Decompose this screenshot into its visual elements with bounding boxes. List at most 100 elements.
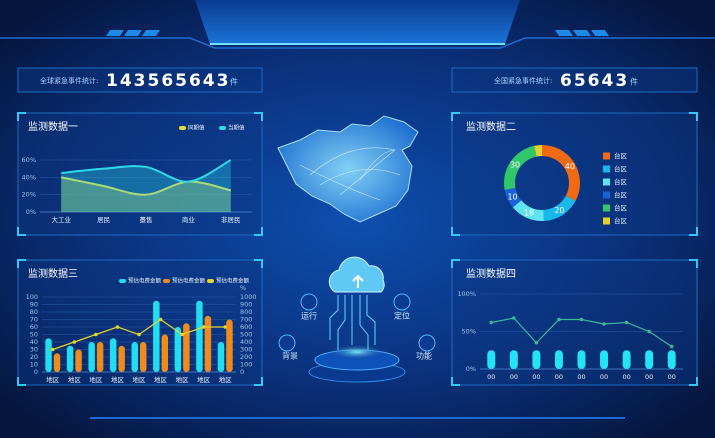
data-label: 30 xyxy=(510,160,520,169)
y-tick-label: 60 xyxy=(30,323,38,331)
bar xyxy=(140,342,147,372)
x-tick-label: 躉售 xyxy=(140,215,153,224)
x-tick-label: 00 xyxy=(622,373,630,381)
line-point xyxy=(180,332,184,337)
function-label: 功能 xyxy=(416,351,432,361)
y2-tick-label: 700 xyxy=(240,316,252,324)
bar xyxy=(196,300,203,372)
map-arcs xyxy=(299,147,401,201)
x-tick-label: 地区 xyxy=(111,375,125,384)
donut-segment xyxy=(512,200,544,221)
legend-label: 同期值 xyxy=(188,124,205,132)
function-icons xyxy=(278,293,436,352)
stat-value: 65643 xyxy=(560,71,629,91)
x-tick-label: 00 xyxy=(600,373,608,381)
legend-label: 台区 xyxy=(614,177,628,186)
circuits xyxy=(329,295,376,350)
header-stripes xyxy=(106,30,609,36)
bar xyxy=(667,350,676,369)
legend-label: 当期值 xyxy=(228,124,245,132)
x-tick-label: 地区 xyxy=(89,375,103,384)
legend-swatch xyxy=(603,152,610,160)
data-label: 20 xyxy=(554,206,564,215)
stat-label: 全国紧急事件统计: xyxy=(494,76,552,85)
bar xyxy=(53,353,61,372)
x-tick-label: 地区 xyxy=(197,375,211,384)
stat-unit: 件 xyxy=(630,77,638,87)
x-tick-label: 00 xyxy=(668,373,676,381)
y-tick-label: 40 xyxy=(30,338,38,346)
stat-label: 全球紧急事件统计: xyxy=(40,76,98,85)
legend-swatch xyxy=(119,279,126,283)
bar xyxy=(131,342,138,372)
line-point xyxy=(489,320,494,325)
line-point xyxy=(557,317,561,322)
x-tick-label: 大工业 xyxy=(51,215,71,224)
legend-label: 台区 xyxy=(614,164,628,173)
x-tick-label: 地区 xyxy=(133,375,147,384)
line-point xyxy=(534,340,539,345)
legend-swatch xyxy=(219,126,226,130)
bar xyxy=(226,319,233,372)
y2-tick-label: 500 xyxy=(240,331,252,339)
line-point xyxy=(94,332,98,337)
x-tick-label: 00 xyxy=(532,373,540,381)
legend-swatch xyxy=(603,178,610,186)
bar xyxy=(75,349,82,372)
y-tick-label: 60% xyxy=(22,156,36,164)
legend-label: 台区 xyxy=(614,203,628,212)
panel xyxy=(17,112,263,236)
y-tick-label: 90 xyxy=(30,301,38,309)
y-tick-label: 50 xyxy=(30,331,38,339)
donut-segment xyxy=(534,145,542,157)
y2-axis-label: % xyxy=(240,284,246,292)
legend-label: 预估电费金额 xyxy=(216,277,250,285)
line-point xyxy=(201,325,206,329)
y2-tick-label: 100 xyxy=(240,361,252,369)
y-tick-label: 20 xyxy=(30,353,38,361)
y2-tick-label: 400 xyxy=(240,338,252,346)
function-label: 定位 xyxy=(394,311,410,321)
x-tick-label: 00 xyxy=(645,373,653,381)
bar xyxy=(577,350,586,369)
bar xyxy=(96,342,104,372)
x-tick-label: 商业 xyxy=(182,215,196,224)
bar xyxy=(622,350,631,369)
bar xyxy=(532,350,541,369)
line-point xyxy=(50,347,55,352)
bar xyxy=(161,334,169,372)
legend-label: 台区 xyxy=(614,190,628,199)
x-tick-label: 非居民 xyxy=(221,215,241,224)
area xyxy=(61,160,231,212)
upload-icon xyxy=(352,274,364,288)
function-label: 背景 xyxy=(282,351,298,361)
legend-swatch xyxy=(603,191,610,199)
y2-tick-label: 900 xyxy=(240,301,252,309)
legend-label: 预估电费金额 xyxy=(172,277,206,285)
stat-box xyxy=(17,67,263,93)
chart-title: 监测数据一 xyxy=(28,120,78,133)
data-label: 40 xyxy=(565,162,575,171)
bar xyxy=(88,342,95,372)
legend-swatch xyxy=(603,204,610,212)
stat-unit: 件 xyxy=(230,77,238,87)
bar xyxy=(509,350,518,369)
y-tick-label: 40% xyxy=(22,173,36,181)
header-bar xyxy=(195,0,520,44)
platform-glow xyxy=(327,344,387,360)
y-tick-label: 100% xyxy=(457,290,476,298)
bar xyxy=(109,338,117,372)
y-tick-label: 0% xyxy=(26,208,36,216)
bar xyxy=(487,350,496,369)
line-point xyxy=(669,344,674,349)
line-point xyxy=(602,322,606,326)
legend-swatch xyxy=(163,279,170,283)
donut-segment xyxy=(504,145,537,190)
bar xyxy=(45,338,52,372)
line-point xyxy=(72,340,77,344)
bar xyxy=(600,350,609,369)
legend-label: 预估电费金额 xyxy=(128,277,162,285)
line-point xyxy=(647,329,651,334)
donut-segment xyxy=(542,145,581,201)
